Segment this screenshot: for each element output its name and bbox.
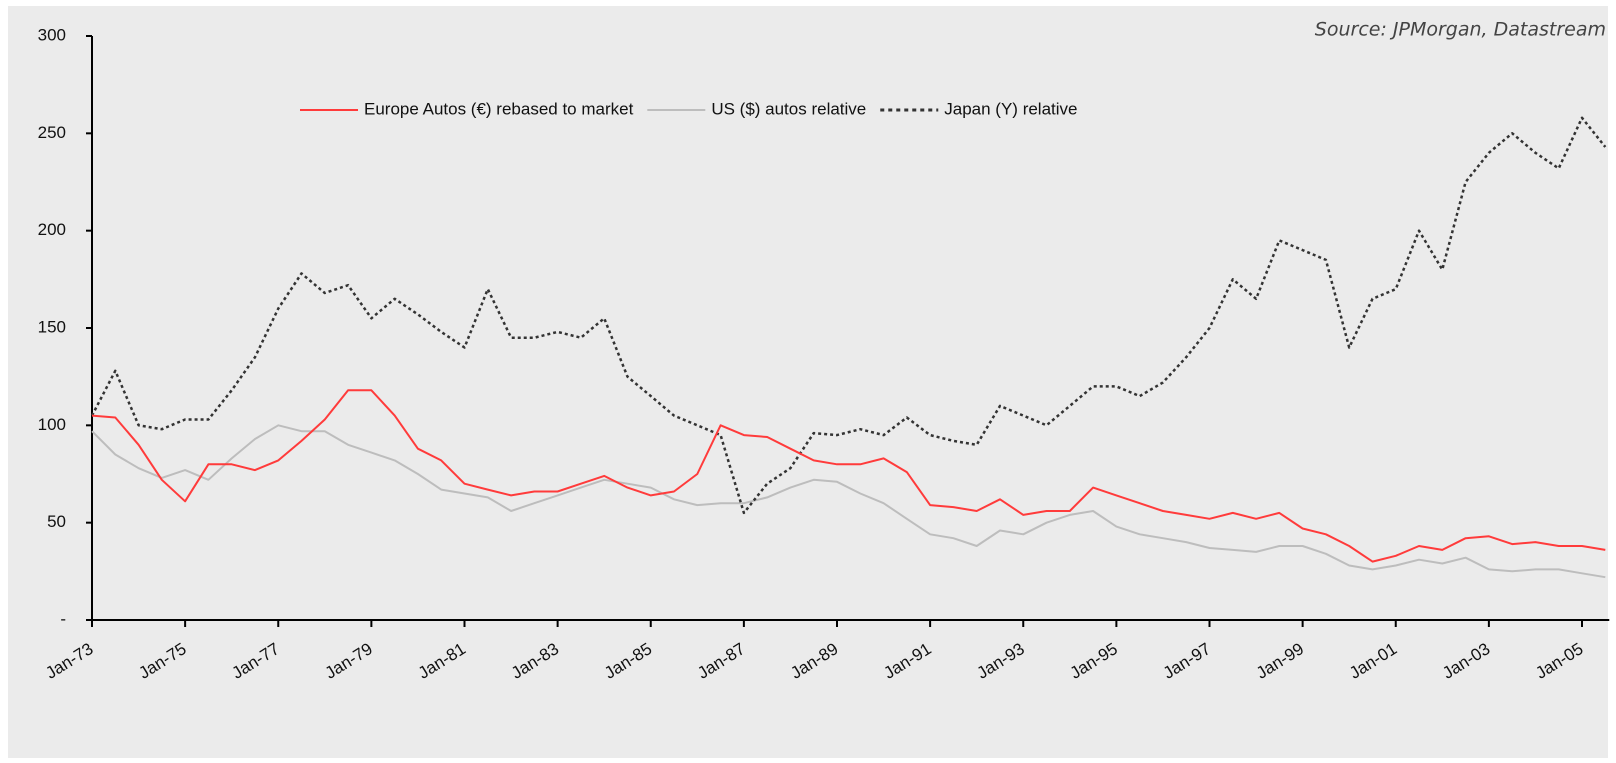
y-tick-label: 100 [38, 415, 66, 434]
y-tick-label: 150 [38, 317, 66, 336]
y-tick-label: 200 [38, 220, 66, 239]
legend-label: Japan (Y) relative [944, 99, 1077, 118]
series-line [90, 116, 1607, 515]
legend-label: Europe Autos (€) rebased to market [364, 99, 634, 118]
legend-label: US ($) autos relative [711, 99, 866, 118]
y-tick-label: 50 [47, 512, 66, 531]
y-tick-label: 300 [38, 25, 66, 44]
source-note: Source: JPMorgan, Datastream [1315, 19, 1606, 41]
y-tick-label: 250 [38, 123, 66, 142]
series-line [91, 389, 1606, 563]
chart-background [8, 6, 1608, 758]
y-tick-label: - [60, 609, 66, 628]
series-line [91, 424, 1606, 579]
